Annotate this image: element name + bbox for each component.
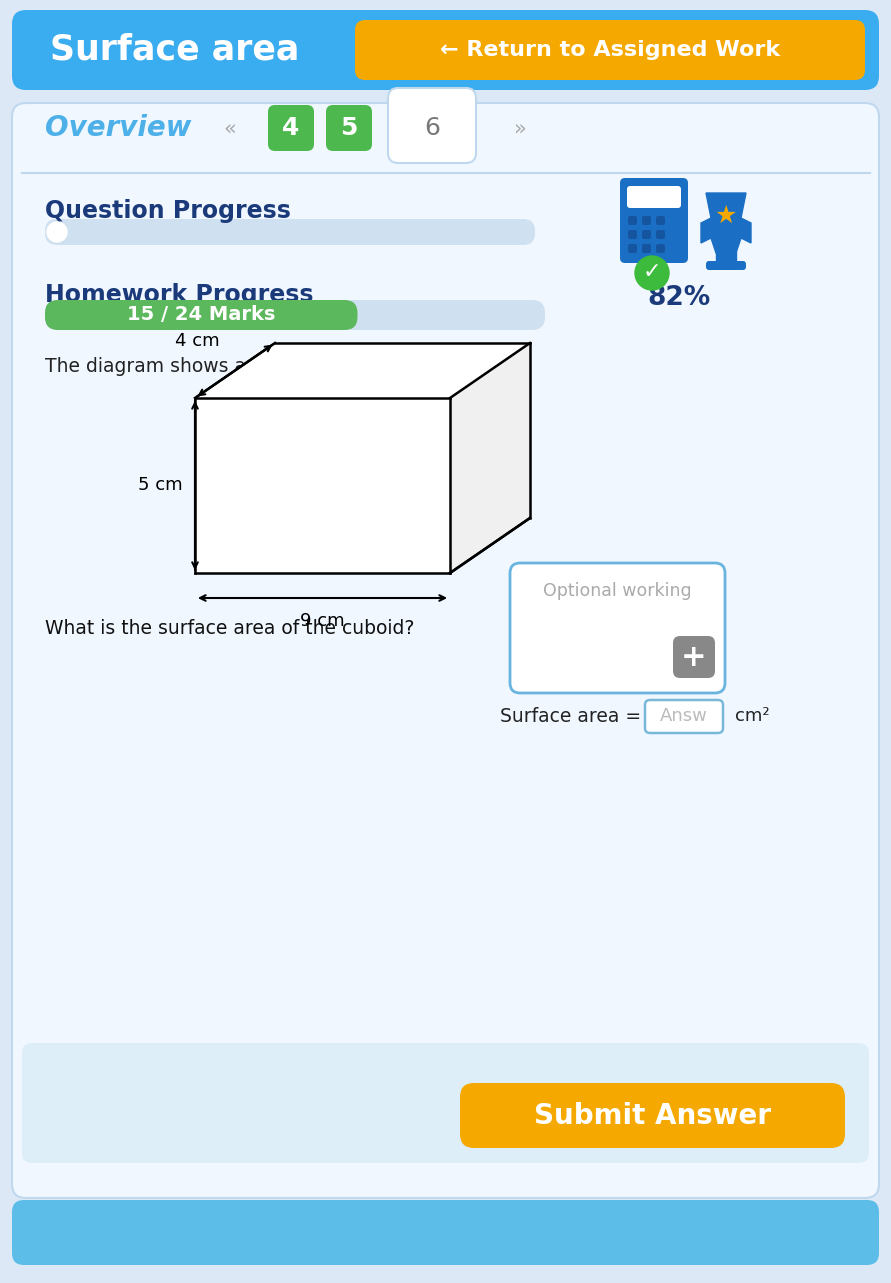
Text: Surface area: Surface area <box>50 33 299 67</box>
FancyBboxPatch shape <box>326 105 372 151</box>
FancyBboxPatch shape <box>628 216 637 225</box>
FancyBboxPatch shape <box>12 10 879 90</box>
FancyBboxPatch shape <box>642 244 651 253</box>
Text: »: » <box>513 118 527 139</box>
Text: 9 cm: 9 cm <box>300 612 345 630</box>
Text: 82%: 82% <box>648 285 711 310</box>
FancyBboxPatch shape <box>12 103 879 1198</box>
FancyBboxPatch shape <box>510 563 725 693</box>
Text: Homework Progress: Homework Progress <box>45 284 314 307</box>
Text: The diagram shows a cuboid.: The diagram shows a cuboid. <box>45 358 320 376</box>
FancyBboxPatch shape <box>656 244 665 253</box>
Text: «: « <box>224 118 236 139</box>
FancyBboxPatch shape <box>355 21 865 80</box>
FancyBboxPatch shape <box>45 300 357 330</box>
Text: 5 cm: 5 cm <box>138 476 183 494</box>
Text: Answ: Answ <box>660 707 708 725</box>
Text: Optional working: Optional working <box>544 582 691 600</box>
Text: 5: 5 <box>340 115 357 140</box>
FancyBboxPatch shape <box>460 1083 845 1148</box>
FancyBboxPatch shape <box>656 230 665 239</box>
Text: What is the surface area of the cuboid?: What is the surface area of the cuboid? <box>45 618 414 638</box>
Text: ← Return to Assigned Work: ← Return to Assigned Work <box>440 40 780 60</box>
FancyBboxPatch shape <box>645 701 723 733</box>
FancyBboxPatch shape <box>22 1043 869 1162</box>
FancyBboxPatch shape <box>706 260 746 269</box>
FancyBboxPatch shape <box>656 216 665 225</box>
Text: Surface area =: Surface area = <box>500 707 642 725</box>
FancyBboxPatch shape <box>642 230 651 239</box>
Circle shape <box>47 222 67 242</box>
FancyBboxPatch shape <box>45 300 545 330</box>
Text: cm²: cm² <box>735 707 770 725</box>
Circle shape <box>635 257 669 290</box>
Text: Question Progress: Question Progress <box>45 199 290 223</box>
Text: ★: ★ <box>715 204 737 228</box>
FancyBboxPatch shape <box>268 105 314 151</box>
FancyBboxPatch shape <box>627 186 681 208</box>
FancyBboxPatch shape <box>388 89 476 163</box>
Bar <box>716 251 736 263</box>
Text: +: + <box>682 643 707 671</box>
Text: 4: 4 <box>282 115 299 140</box>
Text: 15 / 24 Marks: 15 / 24 Marks <box>127 305 275 325</box>
Polygon shape <box>701 192 751 253</box>
Text: Overview: Overview <box>45 114 192 142</box>
FancyBboxPatch shape <box>628 244 637 253</box>
FancyBboxPatch shape <box>673 636 715 677</box>
FancyBboxPatch shape <box>642 216 651 225</box>
Polygon shape <box>195 343 530 398</box>
Polygon shape <box>450 343 530 574</box>
Text: ✓: ✓ <box>642 262 661 282</box>
FancyBboxPatch shape <box>45 219 535 245</box>
Text: Submit Answer: Submit Answer <box>534 1102 771 1129</box>
FancyBboxPatch shape <box>620 178 688 263</box>
Polygon shape <box>195 398 450 574</box>
FancyBboxPatch shape <box>628 230 637 239</box>
FancyBboxPatch shape <box>12 1200 879 1265</box>
Text: 4 cm: 4 cm <box>176 332 220 350</box>
Text: 6: 6 <box>424 115 440 140</box>
